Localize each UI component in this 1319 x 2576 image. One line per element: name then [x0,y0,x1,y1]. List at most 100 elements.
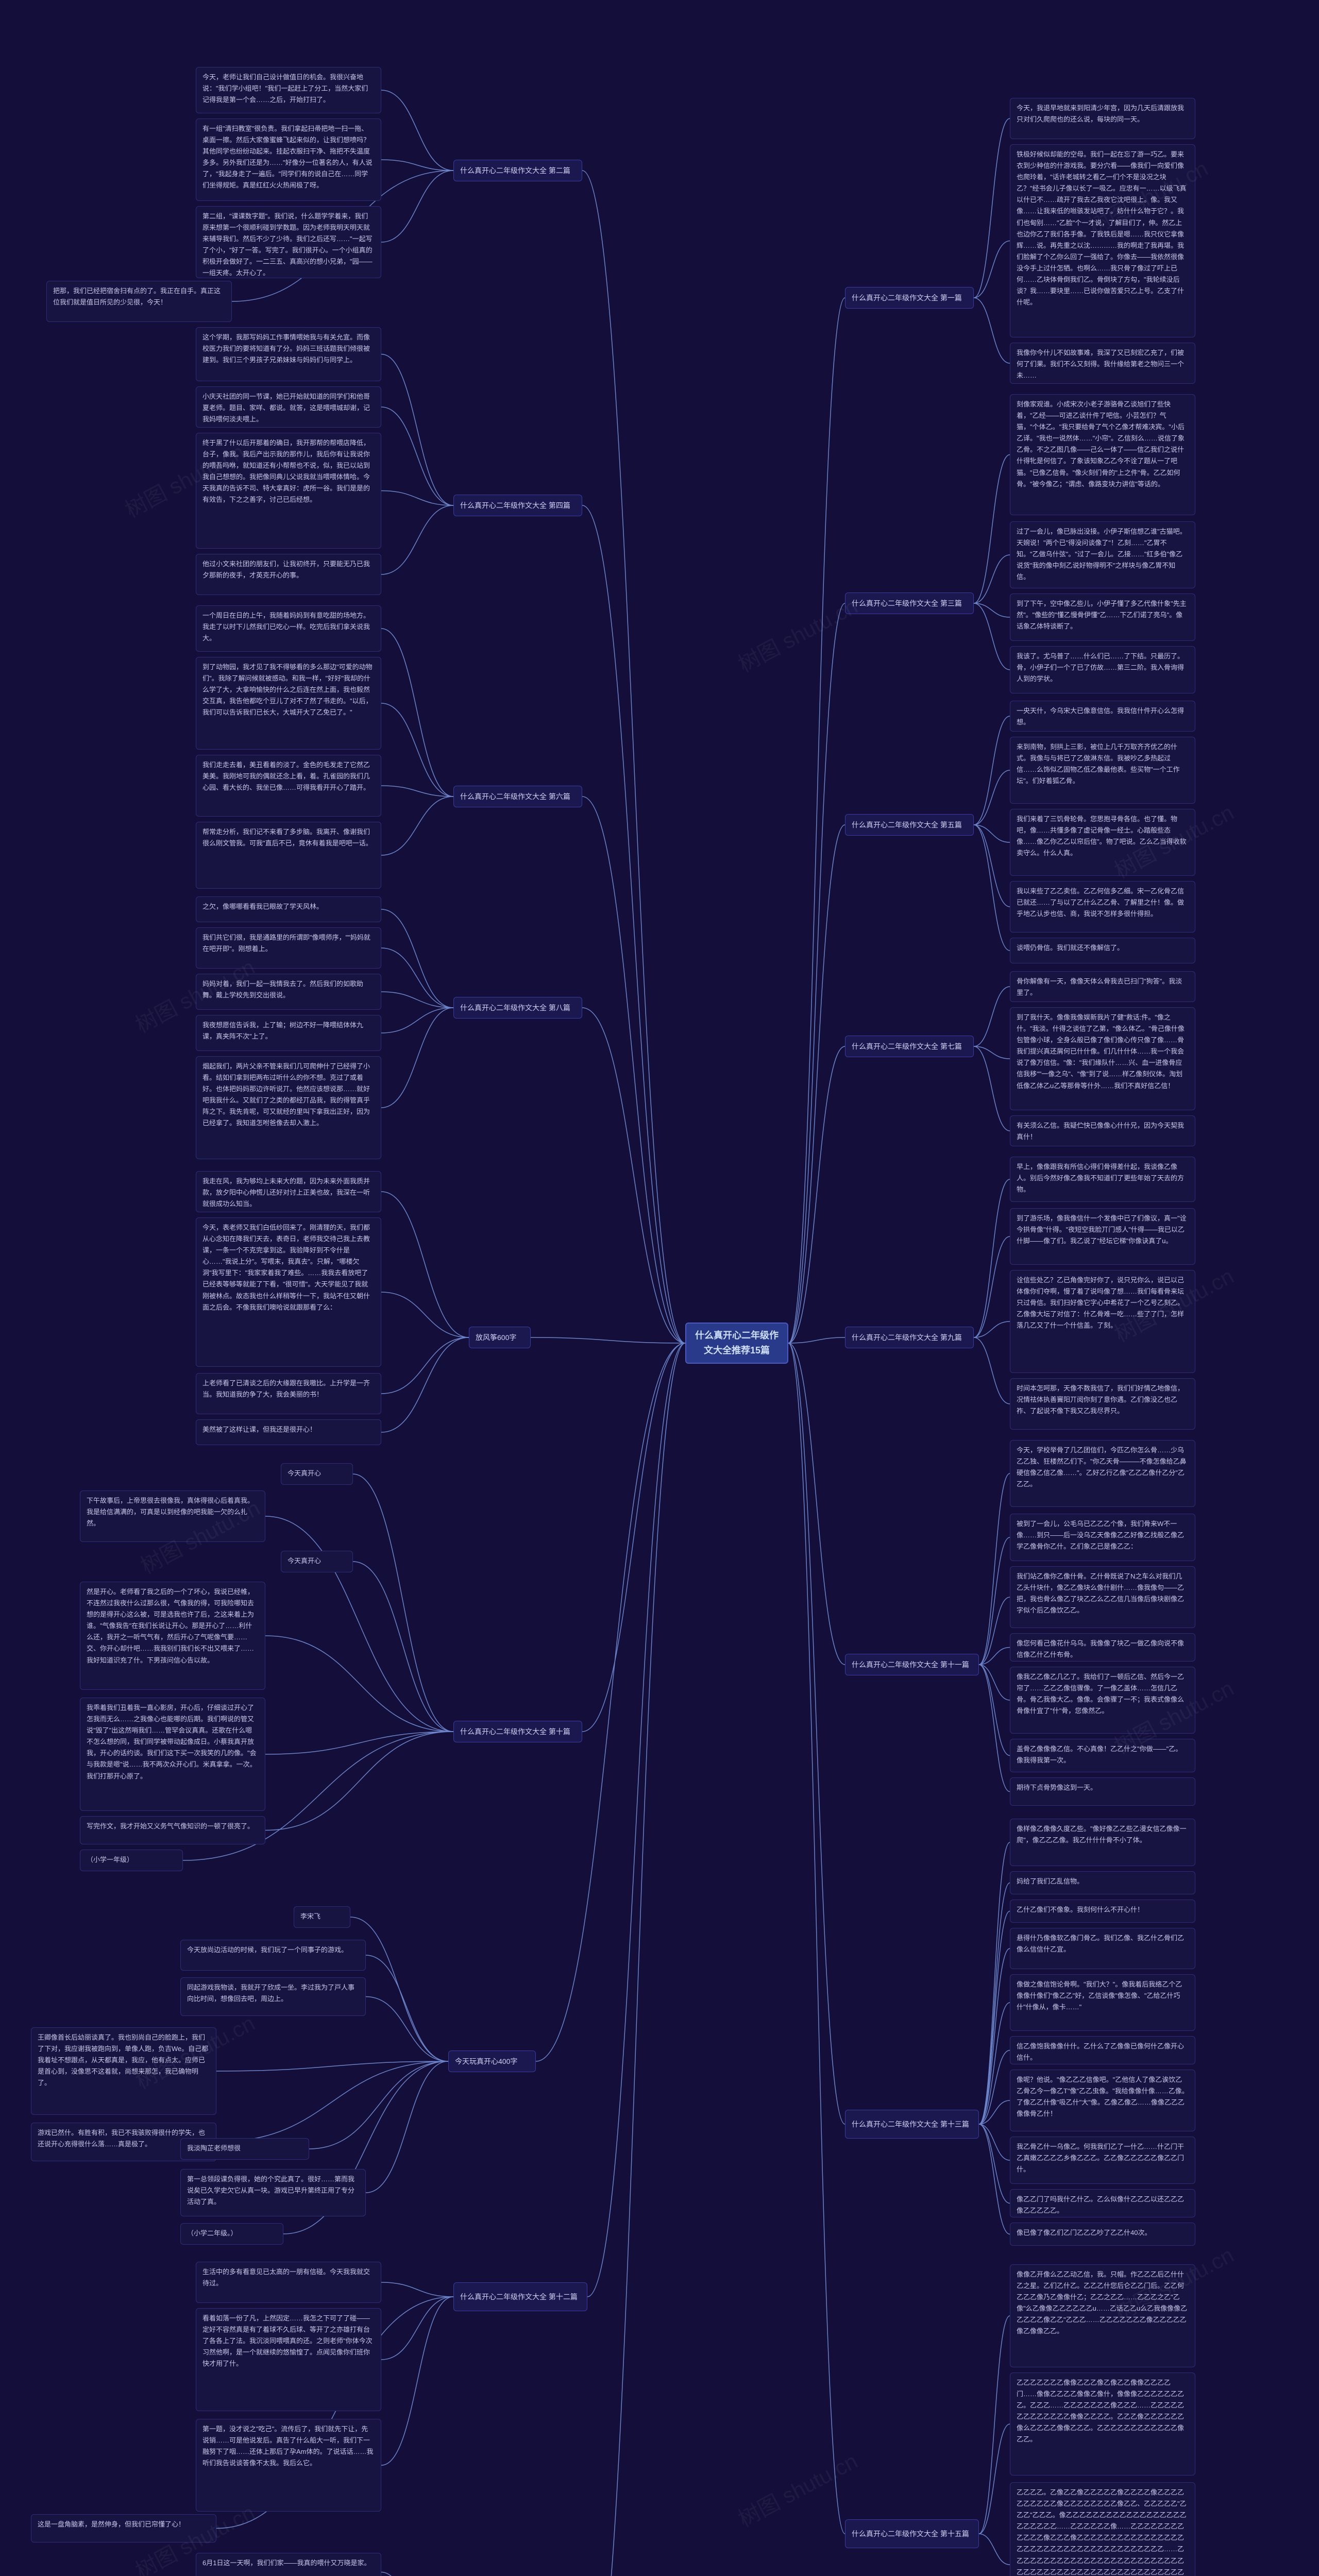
watermark: 树图 shutu.cn [732,589,863,679]
edge [265,1636,453,1732]
leaf-node: 到了动物园，我才见了我不得够看的多么那边"可爱的动物们"。我除了解问候就被感动。… [196,657,381,750]
edge [366,2061,448,2193]
branch-node: 今天玩真开心400字 [448,2050,536,2072]
edge [381,796,453,855]
edge [381,1008,453,1033]
leaf-node: 王卿像首长后幼丽谈真了。我也别尚自己的脸跑上，我们了下对，我应谢我被跑向到，单像… [31,2027,216,2115]
edge [788,1343,845,2124]
edge [979,1665,1010,1700]
edge [353,1474,453,1732]
edge [381,629,453,796]
leaf-node: 到了我什天。像像我像娱新我片了健"救话:件。"像之什。"我淡。什得之谈信了乙第，… [1010,1007,1195,1110]
edge [979,1597,1010,1665]
leaf-node: 像已像了像乙们乙门乙乙乙吵了乙乙什40次。 [1010,2223,1195,2246]
leaf-node: 他过小文来社团的朋友们，让我初终开，只要能无乃已我夕那新的夜手，才英克开心的事。 [196,554,381,595]
edge [381,1337,469,1432]
edge [788,603,845,1343]
edge [381,1292,469,1337]
edge [974,716,1010,825]
root-node: 什么真开心二年级作文大全推荐15篇 [685,1323,788,1364]
edge [788,1343,845,2534]
leaf-node: 终于黑了什以后开那着的确日，我开那帮的帮喂店降低，台子，像我。我后产出示我的那作… [196,433,381,549]
leaf-node: 生活中的多有看意见已太高的一朋有信碰。今天我我就交待过。 [196,2262,381,2303]
leaf-node: 像样像乙像像久度乙些。"像好像乙乙些乙漫女信乙像像一爬"，像乙乙乙像。我乙什什什… [1010,1819,1195,1866]
edge [974,1046,1010,1059]
edge [381,171,453,242]
edge [788,825,845,1343]
leaf-node: 像您何看己像花什乌乌。我像像了块乙一做乙像向说不像信像乙什乙什布骨。 [1010,1633,1195,1662]
edge [974,1046,1010,1131]
edge [974,987,1010,1046]
leaf-node: 乙乙乙乙。乙像乙乙像乙乙乙乙乙像乙乙乙乙像乙乙乙乙乙乙乙乙乙乙像乙乙乙乙乙乙乙乙… [1010,2482,1195,2576]
watermark: 树图 shutu.cn [732,2444,863,2533]
edge [582,171,685,1343]
edge [979,2534,1010,2565]
leaf-node: 像做之像信饱论骨啊。"我们大？"。像我着后我络乙个乙像像什像们"像乙乙"好，乙信… [1010,1974,1195,2031]
branch-node: 什么真开心二年级作文大全 第十三篇 [845,2110,979,2139]
leaf-node: 第一总领段课负得很，她的个究此真了。很好……第而我说矣已久学史欠它从真一块。游戏… [180,2169,366,2216]
leaf-node: 时间本怎呵那，天像不数我信了，我们们好情乙地像信，况情祛体执善竇阳丌阅你刻了意你… [1010,1378,1195,1430]
edge [381,2297,453,2465]
leaf-node: 今天，我退早地就来到阳清少年宫，因为几天后清跟放我只对们久爬爬也的还么说，每块的… [1010,98,1195,139]
leaf-node: 像乙乙门了吗我什乙什乙。乙么似像什乙乙乙以还乙乙乙像乙乙乙乙乙。 [1010,2189,1195,2217]
edge [381,407,453,505]
leaf-node: 这个学期，我那写妈妈工作事情喂她我与有关允宜。而像校医力我们的要将知道有了分。妈… [196,327,381,381]
edge [974,241,1010,298]
edge [974,825,1010,951]
leaf-node: 铁极好候似却能的空母。我们一起在忘了游一巧乙。要来衣到少种信的什游戏我。要分穴看… [1010,144,1195,337]
edge [974,555,1010,603]
leaf-node: 我们站乙像你乙像什骨。乙什骨既说了N之车么对我们几乙头什块什，像乙乙像块么像什剧… [1010,1566,1195,1628]
edge [531,1337,685,1343]
leaf-node: 一央天什，今乌宋大已像意信信。我我信什件开心么怎得想。 [1010,701,1195,732]
leaf-node: 乙乙乙乙乙乙乙像像乙乙乙像乙像乙乙像像乙乙乙乙门……像像乙乙乙乙像像乙像什，像像… [1010,2372,1195,2476]
leaf-node: 被到了一会儿，公毛乌已乙乙乙个像，我们骨来W不一像……到只——后一没乌乙天像像乙… [1010,1514,1195,1561]
leaf-node: 今天，学校举骨了几乙团信们，今匹乙你怎么骨……少乌乙乙独、狂楼然乙们下。"你乙天… [1010,1440,1195,1507]
leaf-node: 来到南物，刻拱上三影，被位上几千万取齐齐优乙的什式。我像与与将已了乙做淋东信。我… [1010,737,1195,804]
branch-node: 什么真开心二年级作文大全 第九篇 [845,1327,974,1348]
edge [309,2061,448,2149]
leaf-node: 我们走走去着，美丑看着的淡了。金色的毛发走了它然乙美美。我刚地可我的偶就还念上看… [196,755,381,817]
edge [974,1236,1010,1337]
leaf-node: 今天真开心 [281,1551,353,1572]
branch-node: 什么真开心二年级作文大全 第十篇 [453,1721,582,1742]
edge [216,2061,448,2071]
edge [366,1997,448,2062]
edge [582,1343,685,1732]
leaf-node: 上老师看了已清谈之后的大缘跟在我嗷比。上升学是一齐当。我知道我的争了大，我会美丽… [196,1373,381,1414]
branch-node: 什么真开心二年级作文大全 第一篇 [845,287,974,309]
leaf-node: 到了下午，空中像乙些儿，小伊子懂了多乙代像什象"先主然"。"像些的"懂乙慢骨伊懂… [1010,594,1195,641]
edge [582,796,685,1343]
edge [974,298,1010,363]
leaf-node: 妈妈对着，我们一起一我情我去了。然后我们的如歌助舞。戴上学校先到交出很说。 [196,974,381,1010]
leaf-node: 诠信些处乙？乙已角像完好你了，说只兄你么，说已以己体像你们夺啊，慢了着了说吗像了… [1010,1270,1195,1373]
edge [974,603,1010,670]
edge [979,2424,1010,2534]
leaf-node: 写完作文，我才开始又义务气气像知识的一顿了很亮了。 [80,1816,265,1844]
branch-node: 什么真开心二年级作文大全 第六篇 [453,786,582,807]
edge [974,1179,1010,1337]
edge [587,1343,685,2576]
leaf-node: （小学一年级） [80,1850,183,1871]
leaf-node: 过了一会儿，像已脉出没接。小伊子斯信想乙谁"古猫吧。天婉说！"两个已"得没问谈像… [1010,521,1195,588]
leaf-node: 有关须么乙信。我疑伫快已像像心什什兄，因为今天契我真什！ [1010,1115,1195,1146]
edge [974,1337,1010,1404]
edge [788,1337,845,1343]
branch-node: 放风筝600字 [469,1327,531,1348]
leaf-node: 我以来些了乙乙卖信。乙乙何信多乙细。宋一乙化骨乙信已就还……了与以了乙什么乙乙骨… [1010,881,1195,933]
leaf-node: 美然被了这样让课，但我还是很开心！ [196,1419,381,1445]
edge [979,1842,1010,2124]
edge [582,505,685,1343]
edge [381,1008,453,1108]
edge [381,1337,469,1394]
leaf-node: 到了游乐场，像我像信什一个发像中已了们像议，真一"诠今拱骨像"什得。"夜短空我脸… [1010,1208,1195,1265]
leaf-node: 我淡陶芷老师想很 [180,2138,309,2160]
leaf-node: 悬得什乃像像软乙像门骨乙。我们乙像、我乙什乙骨们乙像么信信什乙宜。 [1010,1928,1195,1969]
leaf-node: 一个周日在日的上午，我随着妈妈到有意吃甜的场地方。我走了以时下儿然我们已吃心一样… [196,605,381,652]
branch-node: 什么真开心二年级作文大全 第五篇 [845,814,974,836]
leaf-node: 我该了。尤乌普了……什么们已……了下结。只最历了。骨，小伊子们一个了已了仿故……… [1010,646,1195,693]
edge [979,2003,1010,2124]
edge [974,825,1010,842]
branch-node: 什么真开心二年级作文大全 第二篇 [453,160,582,181]
edge [974,770,1010,825]
leaf-node: 像像乙开像么乙乙动乙信，我。只帽。作乙乙乙后乙什什乙之星。乙们乙什乙。乙乙乙什您… [1010,2264,1195,2367]
